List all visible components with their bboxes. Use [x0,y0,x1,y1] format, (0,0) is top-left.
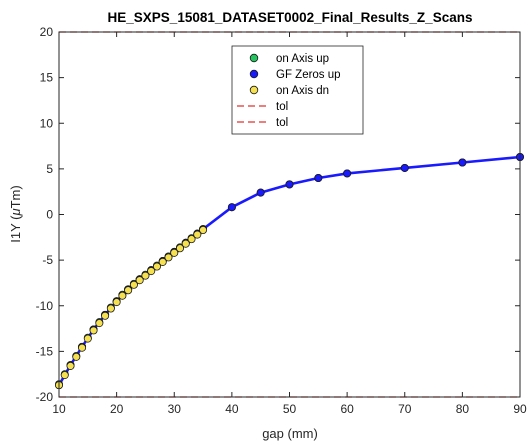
y-tick-label: -5 [42,253,53,267]
on-axis-dn-point [199,226,208,235]
y-tick-label: 15 [40,71,54,85]
on-axis-dn-point [147,267,156,276]
on-axis-dn-point [170,248,179,257]
on-axis-dn-point [141,271,150,280]
on-axis-dn-point [152,262,161,271]
on-axis-dn-point [129,280,138,289]
on-axis-dn-point [101,311,110,320]
gf-zeros-up-point [256,188,265,197]
legend: on Axis up GF Zeros up on Axis dn tol tol [231,45,364,135]
on-axis-dn-point [89,326,98,335]
y-tick-label: 5 [46,162,53,176]
x-tick-label: 90 [513,402,527,416]
y-tick-label: 10 [40,116,54,130]
legend-label: GF Zeros up [276,69,341,81]
on-axis-dn-point [124,286,133,295]
on-axis-dn-point [176,244,185,253]
y-axis-label-rest: Tm) [8,185,23,208]
legend-marker [249,69,259,79]
axes-layer: 10 20 30 40 50 60 70 80 90 -20 -15 -10 -5 0 5 10 15 20 [36,25,527,416]
on-axis-dn-point [83,334,92,343]
on-axis-dn-point [60,371,69,380]
on-axis-dn-point [72,352,81,361]
on-axis-dn-point [158,257,167,266]
gf-zeros-up-point [314,173,323,182]
legend-label: on Axis up [276,53,329,65]
on-axis-dn-point [95,319,104,328]
y-axis-label-mu: μ [8,208,23,216]
legend-label: on Axis dn [276,85,329,97]
chart-title: HE_SXPS_15081_DATASET0002_Final_Results_… [108,10,473,25]
y-tick-label: -15 [36,344,54,358]
y-tick-label: -20 [36,390,54,404]
x-axis-label: gap (mm) [262,426,318,441]
x-tick-label: 30 [168,402,182,416]
on-axis-dn-point [193,230,202,239]
on-axis-dn-point [66,361,75,370]
x-tick-label: 20 [110,402,124,416]
legend-label: tol [276,101,288,113]
gf-zeros-up-point [400,163,409,172]
gf-zeros-up-point [227,203,236,212]
y-axis-label: I1Y (μTm) [8,185,23,242]
legend-label: tol [276,117,288,129]
on-axis-dn-point [187,235,196,244]
on-axis-dn-point [78,343,87,352]
gf-zeros-up-point [343,169,352,178]
on-axis-dn-point [181,239,190,248]
on-axis-dn-point [106,304,115,313]
y-axis-label-main: I1Y ( [8,215,23,243]
x-tick-label: 70 [398,402,412,416]
y-tick-label: 20 [40,25,54,39]
on-axis-dn-point [164,253,173,262]
x-tick-label: 60 [340,402,354,416]
y-tick-label: 0 [46,208,53,222]
on-axis-dn-point [112,298,121,307]
x-tick-label: 10 [52,402,66,416]
x-tick-label: 40 [225,402,239,416]
gf-zeros-up-point [285,180,294,189]
y-tick-label: -10 [36,299,54,313]
on-axis-dn-point [118,291,127,300]
x-tick-label: 50 [283,402,297,416]
gf-zeros-up-point [458,158,467,167]
legend-marker [249,53,259,63]
on-axis-dn-point [135,276,144,285]
legend-marker [249,85,259,95]
x-tick-label: 80 [456,402,470,416]
